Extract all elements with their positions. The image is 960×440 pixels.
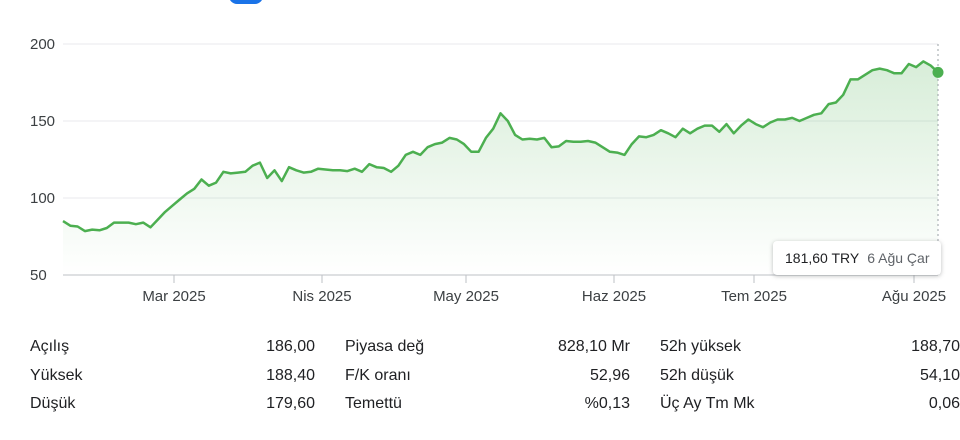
stat-row-open: Açılış 186,00	[30, 333, 315, 362]
stat-row-market-cap: Piyasa değ 828,10 Mr	[345, 333, 630, 362]
x-tick-label: Haz 2025	[582, 288, 646, 305]
price-chart[interactable]: 50 100 150 200 Mar 2025 Nis 2025 May 2025 Haz …	[0, 0, 960, 315]
stat-value: 188,70	[911, 338, 960, 356]
y-tick-label: 50	[30, 267, 47, 284]
stat-value: 52,96	[589, 366, 630, 384]
stat-label: Yüksek	[30, 366, 83, 384]
x-tick-label: Tem 2025	[721, 288, 787, 305]
stat-label: Piyasa değ	[345, 338, 425, 356]
x-tick-label: May 2025	[433, 288, 499, 305]
tooltip-price: 181,60 TRY	[785, 250, 860, 266]
stat-value: 828,10 Mr	[557, 338, 630, 356]
price-area	[63, 61, 938, 276]
y-tick-label: 200	[30, 36, 55, 53]
x-tick-label: Mar 2025	[142, 288, 205, 305]
stat-label: F/K oranı	[345, 366, 411, 384]
y-tick-label: 100	[30, 190, 55, 207]
stats-column-1: Açılış 186,00 Yüksek 188,40 Düşük 179,60	[30, 333, 315, 419]
stats-column-3: 52h yüksek 188,70 52h düşük 54,10 Üç Ay …	[660, 333, 960, 419]
stat-row-pe-ratio: F/K oranı 52,96	[345, 362, 630, 391]
stat-label: Temettü	[345, 395, 402, 413]
stat-row-low: Düşük 179,60	[30, 390, 315, 419]
stat-row-dividend: Temettü %0,13	[345, 390, 630, 419]
stat-label: Üç Ay Tm Mk	[660, 395, 755, 413]
stat-label: Düşük	[30, 395, 76, 413]
stat-label: Açılış	[30, 338, 70, 356]
x-tick-label: Ağu 2025	[882, 288, 946, 305]
stat-row-high: Yüksek 188,40	[30, 362, 315, 391]
stat-value: 188,40	[266, 366, 315, 384]
stat-value: 54,10	[919, 366, 960, 384]
stat-row-3m-avg-volume: Üç Ay Tm Mk 0,06	[660, 390, 960, 419]
tooltip-date: 6 Ağu Çar	[867, 250, 930, 266]
stat-label: 52h yüksek	[660, 338, 741, 356]
stat-label: 52h düşük	[660, 366, 734, 384]
stat-row-52w-low: 52h düşük 54,10	[660, 362, 960, 391]
stat-value: %0,13	[584, 395, 630, 413]
price-line	[62, 60, 939, 233]
last-price-dot	[932, 66, 944, 78]
price-chart-svg: 50 100 150 200 Mar 2025 Nis 2025 May 2025 Haz …	[30, 36, 946, 305]
y-tick-label: 150	[30, 113, 55, 130]
active-tab-indicator	[229, 0, 263, 4]
stat-value: 179,60	[266, 395, 315, 413]
stat-row-52w-high: 52h yüksek 188,70	[660, 333, 960, 362]
x-tick-label: Nis 2025	[292, 288, 351, 305]
stat-value: 0,06	[928, 395, 960, 413]
stats-column-2: Piyasa değ 828,10 Mr F/K oranı 52,96 Tem…	[345, 333, 630, 419]
price-tooltip: 181,60 TRY 6 Ağu Çar	[773, 241, 942, 275]
stat-value: 186,00	[266, 338, 315, 356]
stats-table: Açılış 186,00 Yüksek 188,40 Düşük 179,60…	[30, 333, 960, 419]
